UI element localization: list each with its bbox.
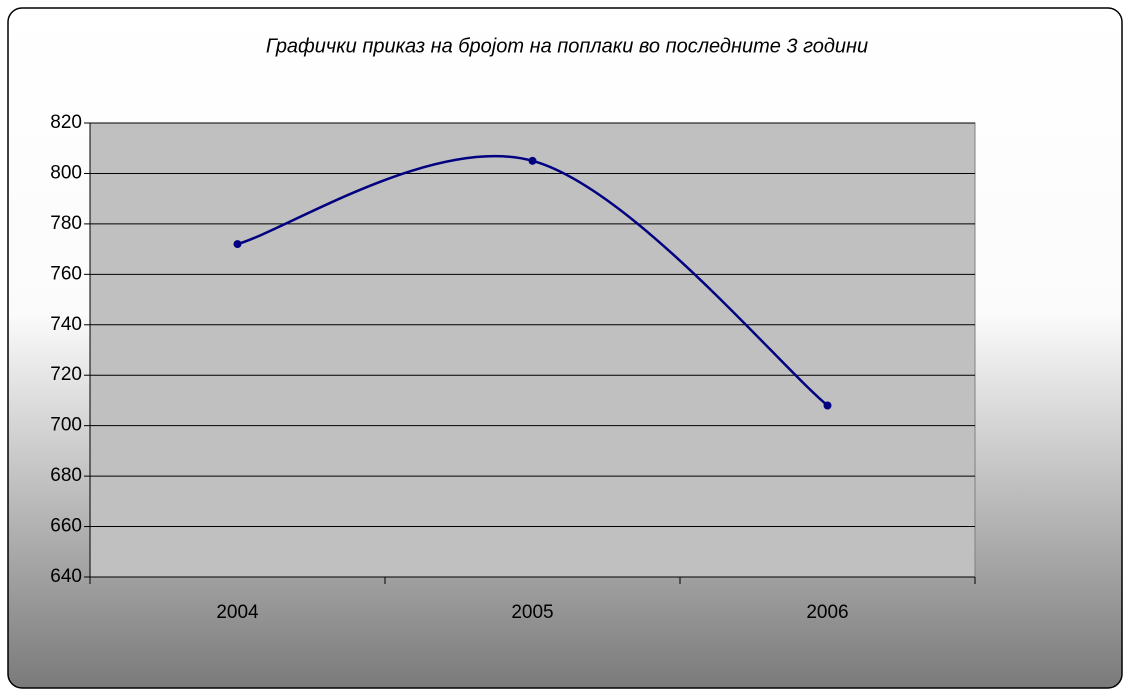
y-tick-label: 740 [50,314,82,335]
x-tick-label: 2005 [511,602,553,623]
y-tick-label: 720 [50,364,82,385]
y-tick-label: 800 [50,162,82,183]
marker [233,240,242,249]
y-tick-label: 640 [50,566,82,587]
marker [528,156,537,165]
y-tick-label: 700 [50,415,82,436]
y-tick-label: 820 [50,112,82,133]
y-tick-label: 780 [50,213,82,234]
chart-title: Графички приказ на бројот на поплаки во … [266,35,868,57]
x-tick-label: 2006 [806,602,848,623]
y-tick-label: 680 [50,465,82,486]
plot-area [89,122,976,578]
y-tick-label: 760 [50,263,82,284]
x-tick-label: 2004 [216,602,259,623]
y-tick-label: 660 [50,516,82,537]
marker [823,401,832,410]
